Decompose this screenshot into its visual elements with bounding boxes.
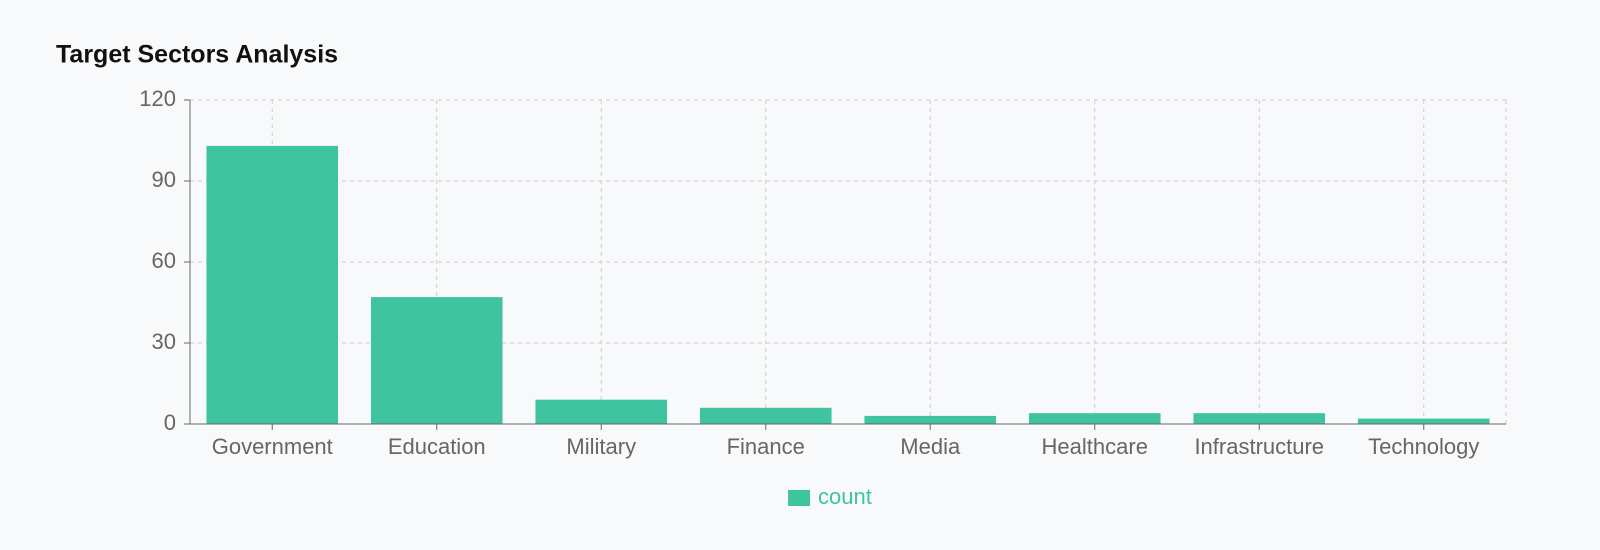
x-tick-label: Infrastructure <box>1194 434 1324 459</box>
x-tick-label: Finance <box>727 434 805 459</box>
x-tick-label: Healthcare <box>1042 434 1148 459</box>
y-tick-label: 30 <box>152 329 176 354</box>
x-tick-label: Government <box>212 434 333 459</box>
x-tick-label: Military <box>566 434 636 459</box>
y-tick-label: 120 <box>139 86 176 111</box>
x-tick-label: Education <box>388 434 486 459</box>
y-tick-label: 90 <box>152 167 176 192</box>
bar <box>370 297 503 424</box>
y-tick-label: 0 <box>164 410 176 435</box>
chart-title: Target Sectors Analysis <box>56 41 338 69</box>
bar <box>1193 413 1326 424</box>
x-tick-label: Technology <box>1368 434 1479 459</box>
bar <box>1028 413 1161 424</box>
bar <box>1357 418 1490 424</box>
y-tick-label: 60 <box>152 248 176 273</box>
bar <box>206 145 339 424</box>
bar <box>864 415 997 424</box>
bar <box>699 407 832 424</box>
legend-swatch <box>788 490 810 506</box>
x-tick-label: Media <box>900 434 961 459</box>
legend-label: count <box>818 484 872 509</box>
bar <box>535 399 668 424</box>
